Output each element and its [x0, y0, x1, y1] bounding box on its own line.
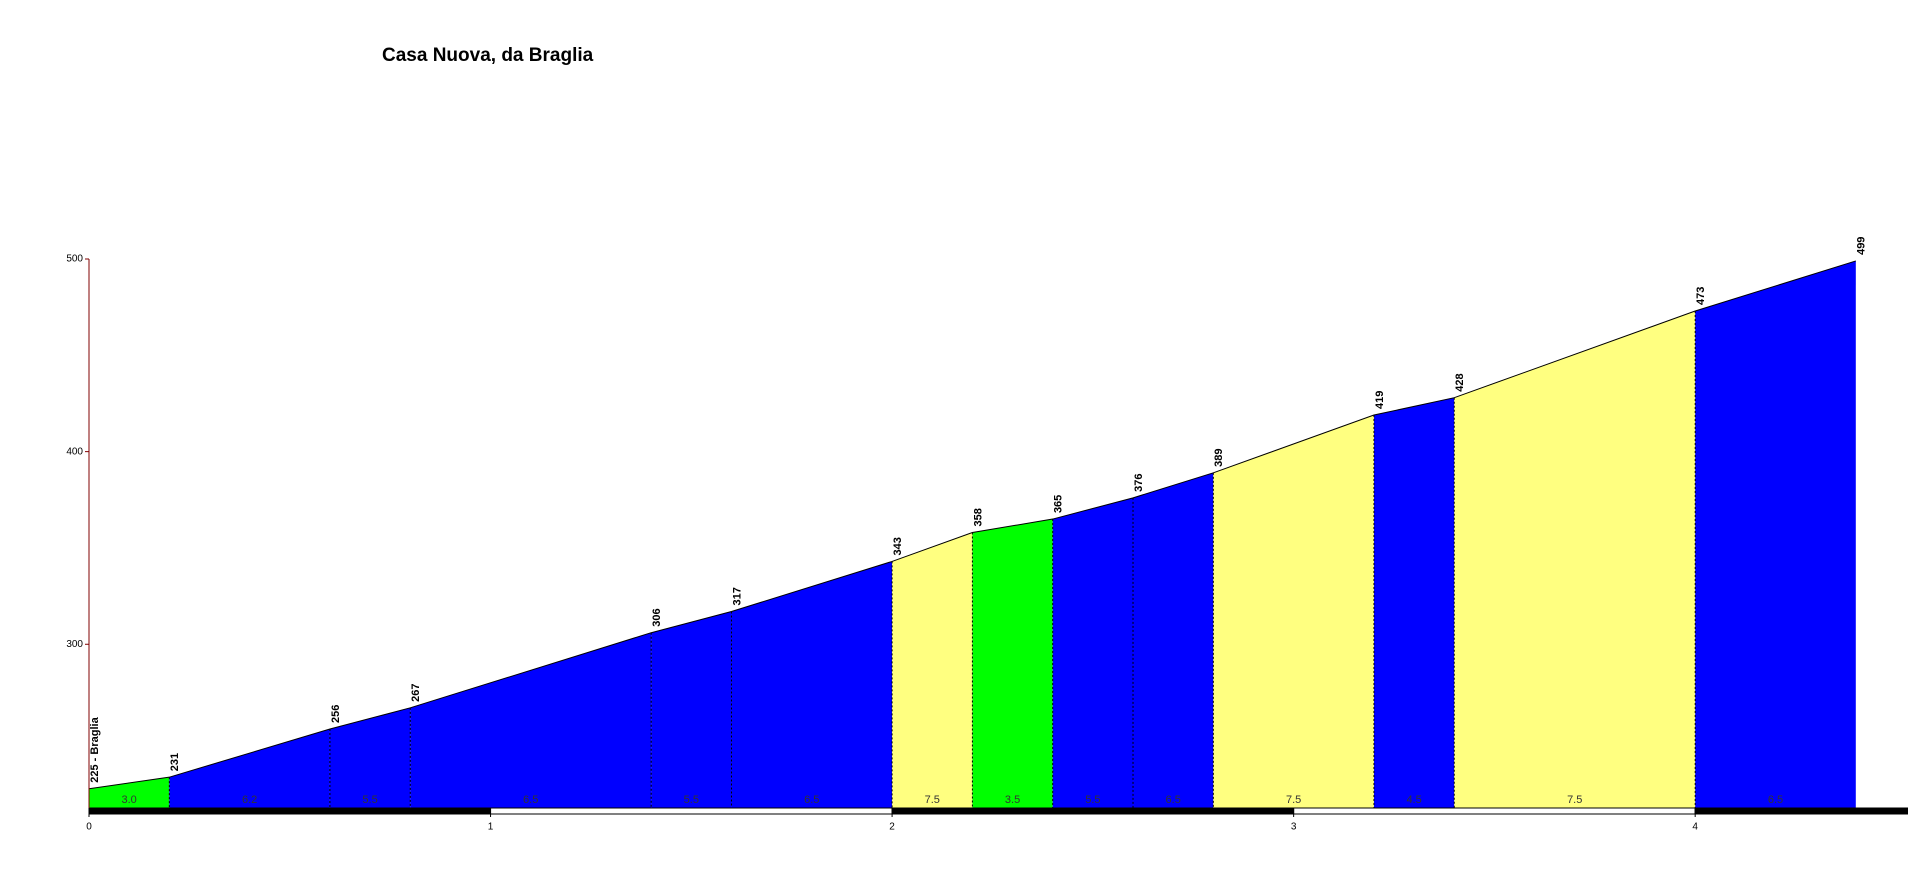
grade-label: 3.0 — [122, 794, 137, 806]
segment — [410, 632, 652, 808]
y-tick-label: 400 — [66, 446, 83, 457]
km-band — [1694, 807, 1908, 815]
grade-label: 6.5 — [804, 794, 819, 806]
chart-title: Casa Nuova, da Braglia — [382, 45, 594, 66]
segment — [1695, 260, 1856, 808]
segment — [329, 707, 411, 808]
grade-label: 3.5 — [1005, 794, 1020, 806]
segment — [892, 532, 973, 808]
x-tick-label: 0 — [86, 822, 92, 833]
point-label: 358 — [972, 508, 984, 526]
grade-label: 7.5 — [925, 794, 940, 806]
grade-label: 6.2 — [242, 794, 257, 806]
y-tick-label: 500 — [66, 254, 83, 265]
profile-line — [88, 260, 1856, 790]
grade-label: 6.5 — [523, 794, 538, 806]
grade-label: 7.5 — [1567, 794, 1582, 806]
point-label: 499 — [1856, 237, 1868, 255]
km-band — [490, 807, 893, 815]
grade-label: 5.5 — [684, 794, 699, 806]
point-label: 428 — [1454, 373, 1466, 391]
point-label: 343 — [892, 537, 904, 555]
point-label: 231 — [169, 753, 181, 771]
segment — [972, 519, 1053, 808]
y-tick-label: 300 — [66, 639, 83, 650]
grade-label: 5.5 — [362, 794, 377, 806]
point-label: 419 — [1374, 391, 1386, 409]
km-band — [891, 807, 1295, 815]
km-band — [88, 807, 492, 815]
point-label: 256 — [330, 705, 342, 723]
segment — [1133, 472, 1214, 808]
segment — [169, 729, 330, 808]
segment — [1213, 415, 1374, 808]
x-tick-label: 2 — [889, 822, 895, 833]
grade-label: 6.5 — [1166, 794, 1181, 806]
point-label: 306 — [651, 608, 663, 626]
segment — [89, 777, 170, 808]
point-label: 389 — [1213, 448, 1225, 466]
grade-label: 7.5 — [1286, 794, 1301, 806]
segment — [1052, 497, 1134, 808]
point-label: 473 — [1695, 287, 1707, 305]
point-label: 317 — [731, 587, 743, 605]
point-label: 376 — [1133, 474, 1145, 492]
point-label: 267 — [410, 683, 422, 701]
grade-label: 5.5 — [1085, 794, 1100, 806]
km-band — [1293, 807, 1696, 815]
grade-label: 6.5 — [1768, 794, 1783, 806]
segment — [1454, 311, 1696, 808]
segment — [1373, 397, 1455, 808]
segment — [651, 611, 732, 808]
x-tick-label: 1 — [488, 822, 494, 833]
grade-label: 4.5 — [1406, 794, 1421, 806]
point-label: 225 - Braglia — [89, 716, 101, 782]
x-tick-label: 4 — [1692, 822, 1698, 833]
point-label: 365 — [1053, 495, 1065, 513]
segment — [731, 561, 893, 808]
x-tick-label: 3 — [1291, 822, 1297, 833]
